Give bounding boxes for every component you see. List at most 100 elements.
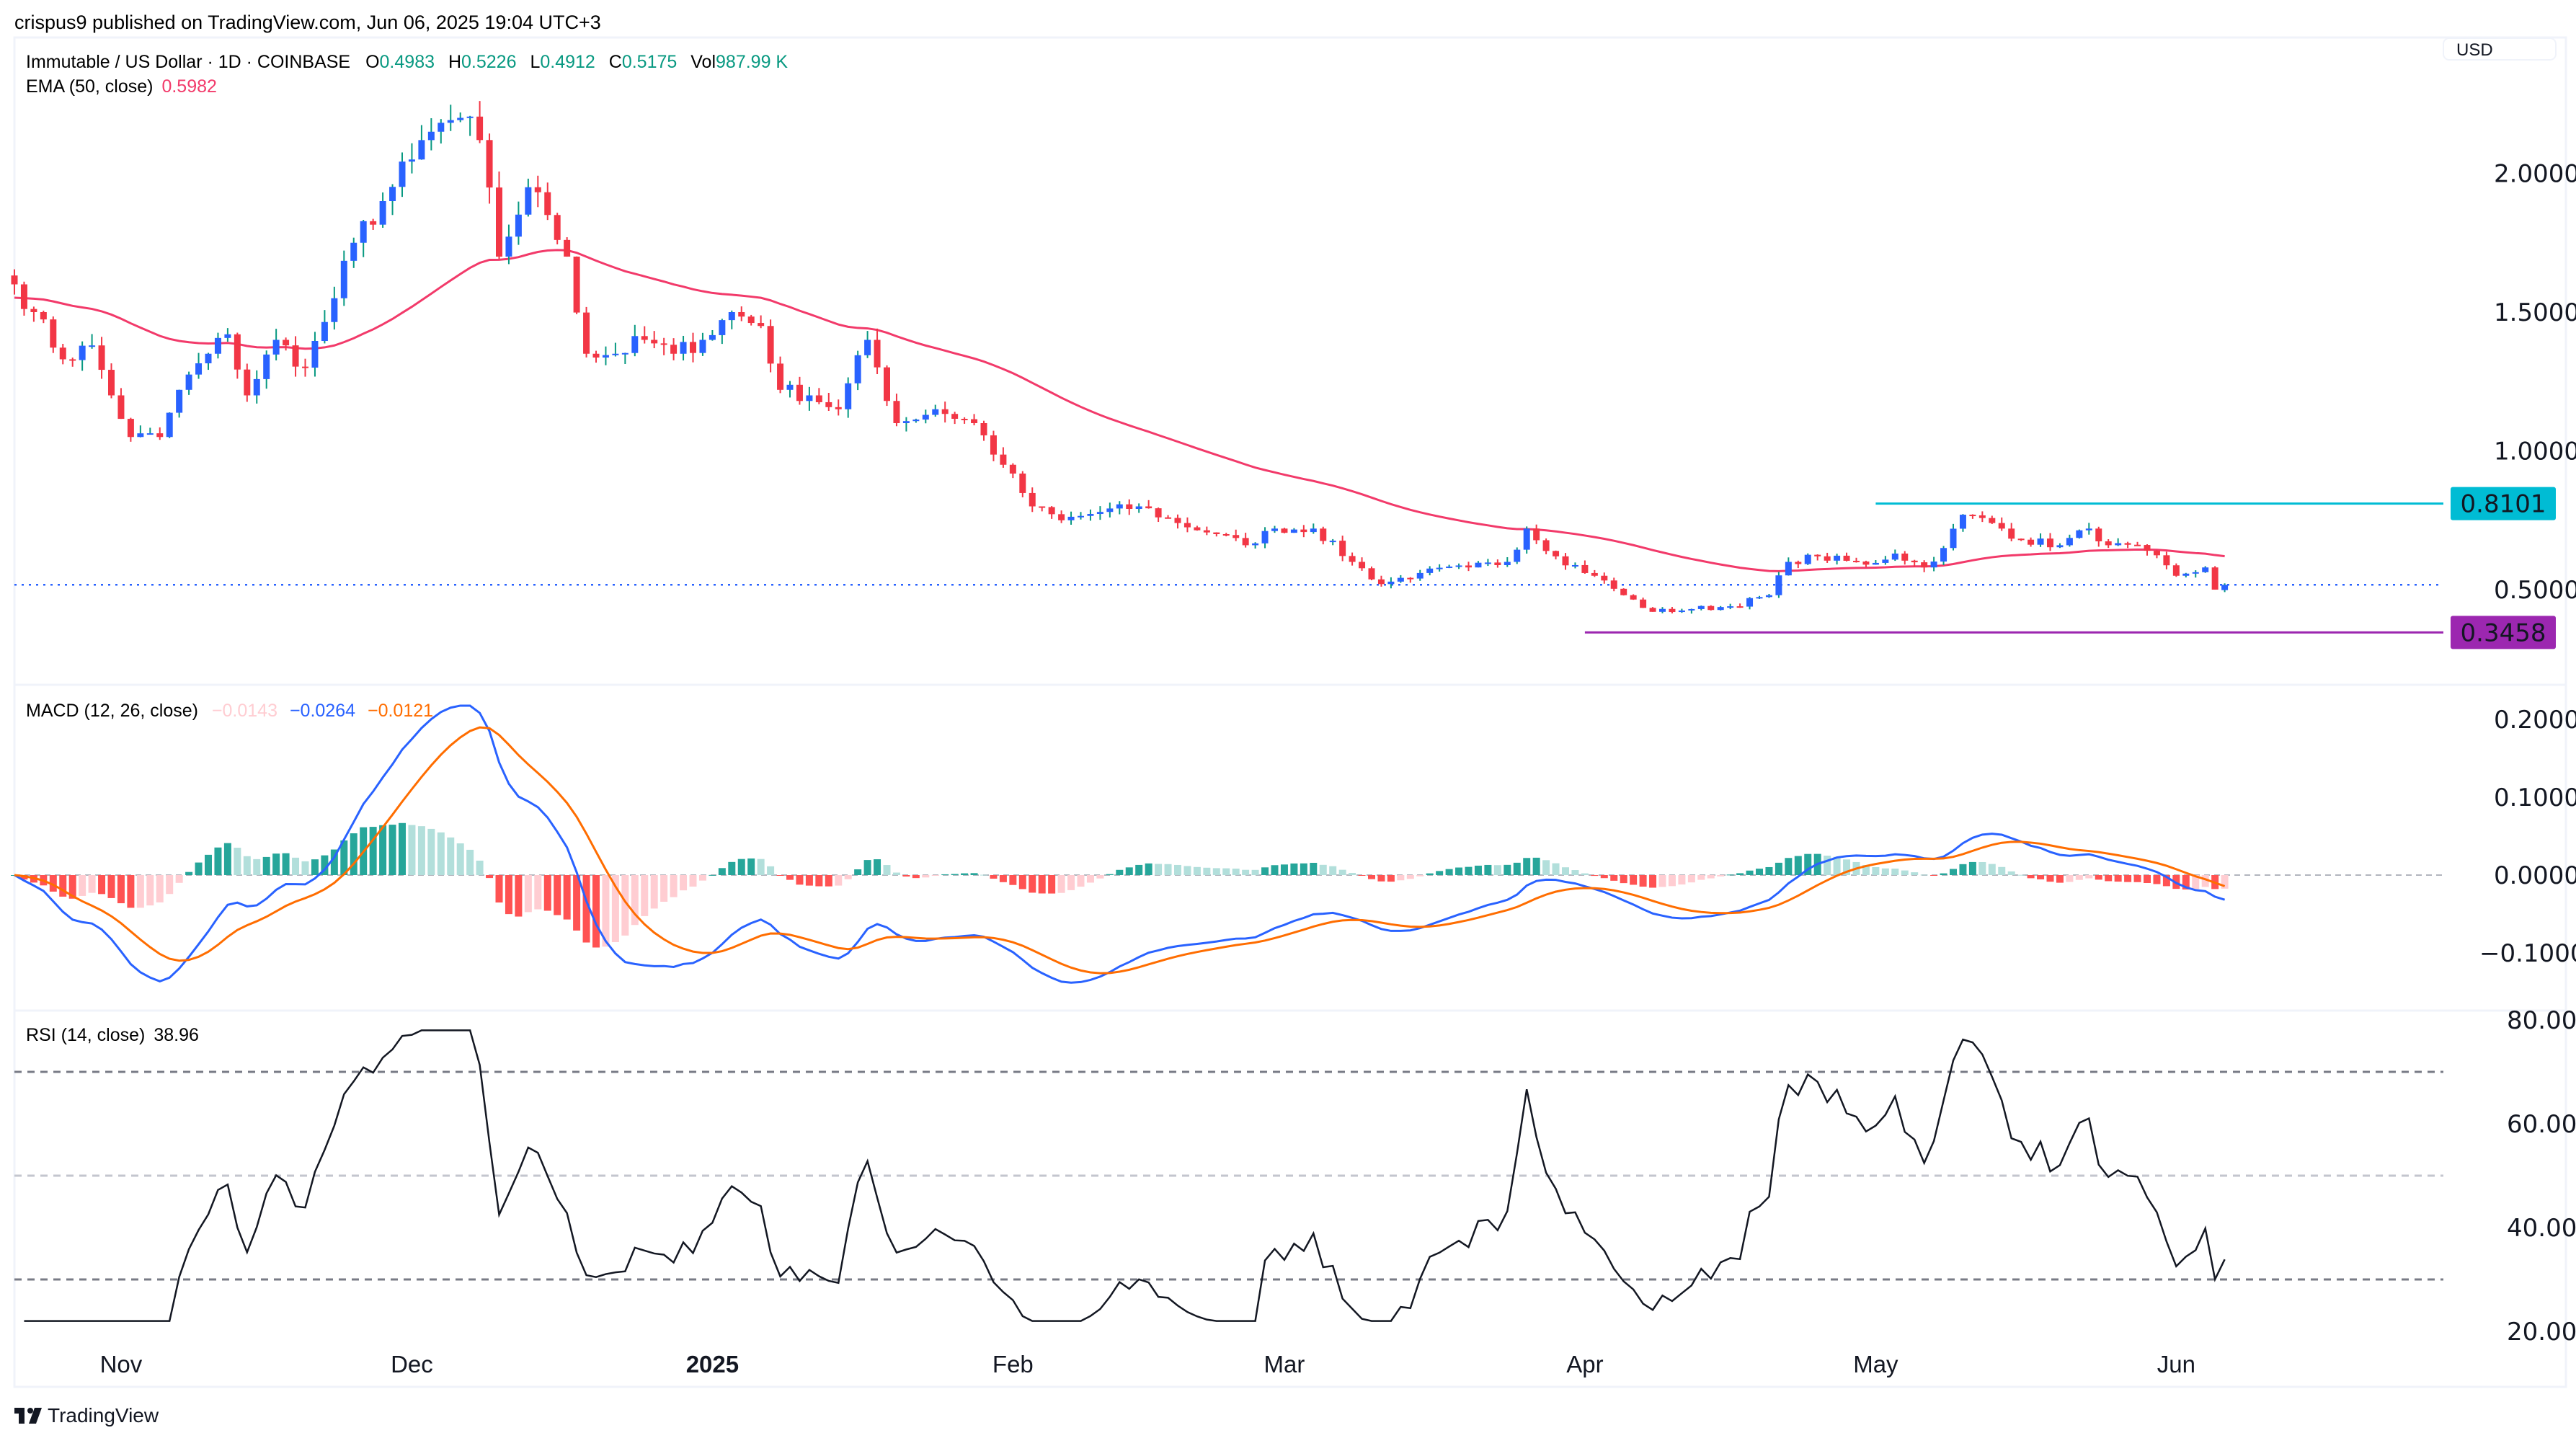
macd-histogram-bar	[1959, 864, 1967, 875]
macd-histogram-bar	[1911, 872, 1919, 875]
candle-body	[1320, 528, 1327, 541]
macd-histogram-bar	[1310, 862, 1318, 875]
macd-histogram-bar	[1193, 866, 1201, 875]
candle-body	[340, 260, 347, 298]
candle-body	[1843, 555, 1850, 561]
time-tick-label: Feb	[992, 1351, 1034, 1377]
candle-body	[1416, 572, 1424, 579]
candle-body	[2095, 528, 2102, 541]
candle-body	[719, 320, 726, 335]
candle-body	[1058, 514, 1065, 520]
candle-body	[1455, 565, 1462, 567]
macd-histogram-bar	[1668, 875, 1676, 887]
macd-histogram-bar	[282, 853, 290, 875]
macd-histogram-bar	[2075, 875, 2083, 880]
candle-body	[59, 347, 66, 360]
macd-histogram-bar	[1881, 868, 1889, 875]
candle-body	[1281, 528, 1288, 533]
macd-histogram-bar	[1086, 875, 1094, 883]
candle-body	[1581, 564, 1589, 573]
macd-histogram-bar	[1125, 867, 1133, 875]
candle-body	[2017, 538, 2025, 541]
macd-histogram-bar	[49, 875, 57, 892]
macd-histogram-bar	[912, 875, 920, 879]
candle-body	[902, 421, 910, 423]
macd-histogram-bar	[98, 875, 106, 895]
tradingview-logo[interactable]: TradingView	[14, 1404, 159, 1427]
macd-histogram-bar	[805, 875, 813, 886]
candle-body	[1475, 562, 1482, 568]
macd-histogram-bar	[127, 875, 135, 908]
candle-body	[1145, 506, 1152, 509]
macd-histogram-bar	[2085, 875, 2093, 879]
time-tick-label: Mar	[1264, 1351, 1305, 1377]
candle-body	[1252, 543, 1259, 546]
candle-body	[127, 419, 134, 438]
macd-legend[interactable]: MACD (12, 26, close) −0.0143 −0.0264 −0.…	[26, 701, 433, 721]
macd-histogram-bar	[825, 875, 832, 887]
candle-body	[2182, 573, 2190, 576]
macd-histogram-bar	[709, 874, 716, 876]
candle-body	[1601, 575, 1608, 581]
macd-histogram-bar	[2046, 875, 2054, 882]
candle-body	[496, 187, 502, 257]
macd-histogram-bar	[1968, 861, 1976, 875]
candle-body	[283, 340, 290, 346]
macd-histogram-bar	[1029, 875, 1036, 893]
macd-histogram-bar	[1639, 875, 1647, 887]
candle-body	[1426, 568, 1434, 573]
macd-histogram-bar	[2201, 875, 2209, 887]
macd-histogram-bar	[1067, 875, 1075, 890]
candle-body	[1106, 508, 1114, 513]
candle-body	[1407, 577, 1414, 580]
candle-body	[1194, 527, 1201, 531]
candle-body	[2163, 555, 2170, 566]
candle-body	[1387, 581, 1395, 585]
macd-histogram-bar	[146, 875, 154, 906]
macd-histogram-bar	[961, 873, 969, 875]
macd-histogram-bar	[1406, 875, 1414, 879]
rsi-tick-label: 60.00	[2507, 1110, 2576, 1139]
macd-histogram-bar	[427, 828, 435, 875]
rsi-tick-label: 40.00	[2507, 1214, 2576, 1243]
candle-body	[2056, 545, 2064, 548]
candle-body	[971, 419, 978, 423]
macd-histogram-bar	[1077, 875, 1085, 887]
candle-body	[1989, 518, 1996, 523]
candle-body	[1203, 530, 1210, 533]
ema-legend[interactable]: EMA (50, close) 0.5982	[26, 76, 217, 97]
candle-body	[98, 345, 105, 371]
macd-histogram-bar	[1794, 856, 1802, 875]
macd-histogram-bar	[321, 855, 329, 875]
candle-body	[835, 407, 842, 409]
macd-histogram-bar	[1009, 875, 1017, 885]
macd-histogram-bar	[1368, 875, 1375, 879]
macd-histogram-bar	[1155, 864, 1163, 875]
macd-histogram-bar	[156, 875, 164, 902]
candle-body	[1542, 540, 1550, 551]
resistance-price-tag	[2451, 487, 2556, 520]
price-tick-label: 1.5000	[2494, 298, 2576, 327]
candle-body	[1514, 549, 1521, 562]
macd-histogram-bar	[621, 875, 629, 936]
candle-body	[564, 239, 571, 257]
symbol-title[interactable]: Immutable / US Dollar · 1D · COINBASE	[26, 52, 350, 72]
candle-body	[1640, 599, 1647, 608]
rsi-legend[interactable]: RSI (14, close) 38.96	[26, 1025, 199, 1045]
candle-body	[11, 275, 18, 285]
macd-histogram-bar	[534, 875, 542, 910]
macd-histogram-bar	[340, 840, 348, 875]
time-tick-label: May	[1853, 1351, 1898, 1377]
currency-button[interactable]: USD	[2443, 37, 2557, 61]
macd-histogram-bar	[1950, 869, 1957, 875]
candle-body	[1446, 566, 1453, 568]
candle-body	[573, 257, 580, 313]
macd-histogram-bar	[1436, 871, 1444, 875]
macd-histogram-bar	[408, 825, 416, 875]
macd-histogram-bar	[2133, 875, 2141, 882]
macd-histogram-bar	[185, 871, 193, 875]
candle-body	[79, 345, 86, 360]
macd-histogram-bar	[1610, 875, 1618, 881]
macd-histogram-bar	[68, 875, 76, 899]
